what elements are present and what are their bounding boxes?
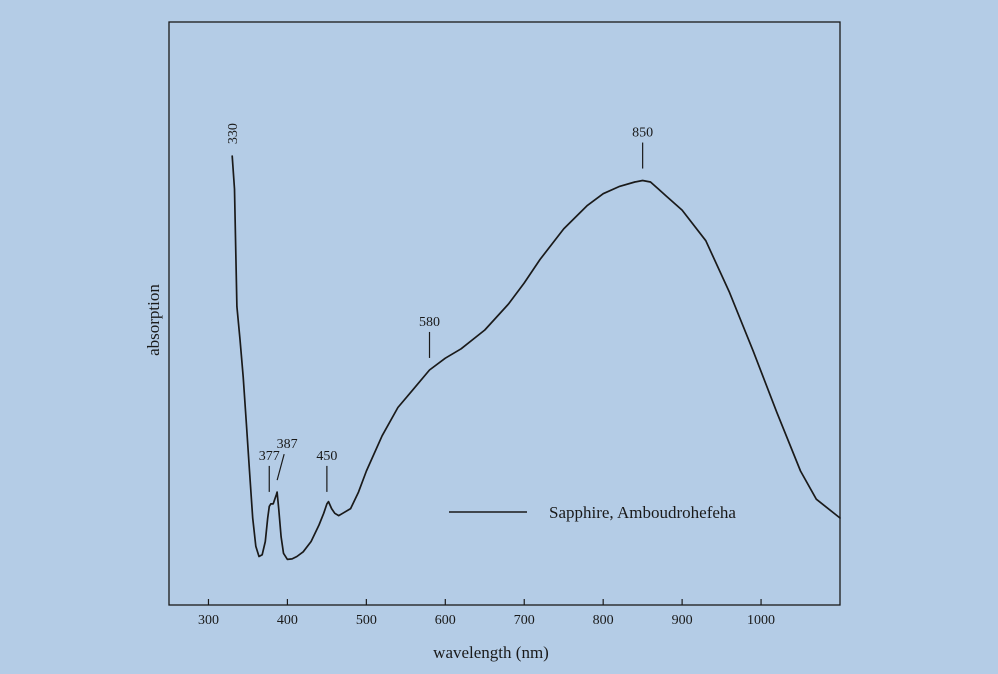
peak-label-330: 330 bbox=[226, 123, 241, 144]
x-tick-label-700: 700 bbox=[514, 613, 535, 628]
series-line-0 bbox=[231, 155, 841, 561]
peak-label-580: 580 bbox=[419, 315, 440, 330]
legend: Sapphire, Amboudrohefeha bbox=[449, 503, 736, 522]
peak-label-377: 377 bbox=[259, 449, 280, 464]
peak-label-450: 450 bbox=[316, 449, 337, 464]
x-tick-label-800: 800 bbox=[593, 613, 614, 628]
legend-label: Sapphire, Amboudrohefeha bbox=[549, 503, 736, 522]
x-axis-ticks: 300 400 500 600 700 800 900 1000 bbox=[198, 599, 775, 628]
plot-area bbox=[168, 21, 841, 606]
x-tick-label-600: 600 bbox=[435, 613, 456, 628]
peak-marker-387 bbox=[276, 453, 285, 481]
x-tick-label-300: 300 bbox=[198, 613, 219, 628]
series-layer bbox=[231, 155, 841, 561]
x-axis-label: wavelength (nm) bbox=[433, 643, 549, 662]
x-tick-label-500: 500 bbox=[356, 613, 377, 628]
peak-label-387: 387 bbox=[277, 437, 298, 452]
x-tick-label-1000: 1000 bbox=[747, 613, 775, 628]
peak-label-850: 850 bbox=[632, 126, 653, 141]
x-tick-label-900: 900 bbox=[672, 613, 693, 628]
x-tick-label-400: 400 bbox=[277, 613, 298, 628]
y-axis-label: absorption bbox=[144, 284, 163, 356]
